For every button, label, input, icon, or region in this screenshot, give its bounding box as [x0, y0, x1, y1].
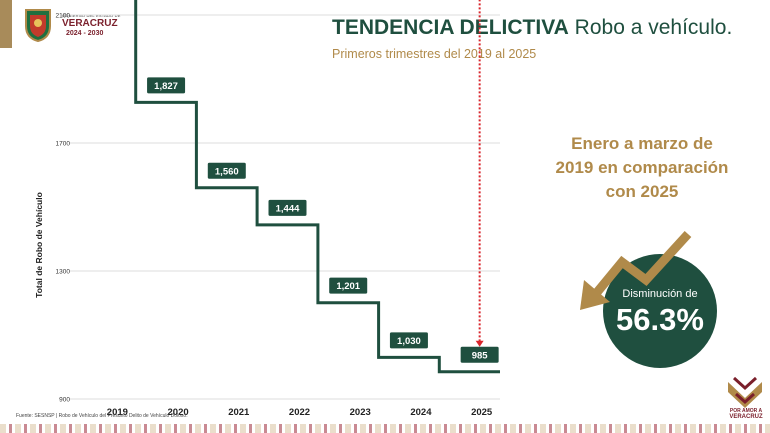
data-label-box	[389, 332, 428, 349]
y-tick-label: 900	[59, 397, 70, 404]
brand-logo-icon	[728, 376, 762, 408]
x-tick-label: 2019	[107, 407, 128, 418]
title-bold: TENDENCIA DELICTIVA	[332, 16, 569, 39]
decrease-label: Disminución de	[622, 288, 698, 300]
brand-line-1: POR AMOR A	[729, 408, 763, 414]
x-tick-label: 2023	[350, 407, 371, 418]
trend-arrow-head	[475, 340, 484, 347]
data-label: 1,444	[276, 203, 300, 214]
logo-line-2: VERACRUZ	[62, 18, 118, 29]
x-tick-label: 2022	[289, 407, 310, 418]
data-label-box	[147, 77, 186, 94]
data-label: 1,827	[154, 81, 178, 92]
data-label: 1,030	[397, 336, 421, 347]
page-subtitle: Primeros trimestres del 2019 al 2025	[332, 47, 537, 61]
comparison-headline: Enero a marzo de 2019 en comparación con…	[555, 134, 729, 201]
data-label-box	[460, 346, 499, 363]
decrease-circle	[603, 254, 717, 368]
logo-line-3: 2024 - 2030	[66, 30, 104, 37]
y-tick-label: 2100	[56, 13, 71, 20]
x-tick-label: 2025	[471, 407, 493, 418]
data-label: 1,560	[215, 166, 239, 177]
data-label-box	[268, 199, 307, 216]
brand-line-2: VERACRUZ	[729, 414, 763, 420]
state-seal-icon	[25, 9, 51, 42]
page-title: TENDENCIA DELICTIVA Robo a vehículo.	[332, 16, 732, 40]
footer-pattern	[0, 424, 770, 433]
down-trend-arrow-icon	[580, 230, 692, 310]
x-tick-label: 2021	[228, 407, 250, 418]
source-note: Fuente: SESNSP | Robo de Vehículo del Pr…	[16, 413, 188, 419]
data-label-box	[207, 162, 246, 179]
brand-text: POR AMOR A VERACRUZ	[724, 408, 768, 420]
series-step-line	[134, 0, 500, 374]
data-label-box	[329, 277, 368, 294]
y-tick-label: 1700	[56, 141, 71, 148]
title-rest: Robo a vehículo.	[568, 16, 733, 39]
data-label: 1,201	[336, 281, 360, 292]
data-label: 985	[472, 350, 489, 361]
x-tick-label: 2024	[410, 407, 432, 418]
decrease-value: 56.3%	[616, 302, 704, 337]
y-tick-label: 1300	[56, 269, 71, 276]
x-tick-label: 2020	[168, 407, 189, 418]
trend-arrow-line	[478, 0, 481, 342]
header-accent-bar	[0, 0, 12, 48]
